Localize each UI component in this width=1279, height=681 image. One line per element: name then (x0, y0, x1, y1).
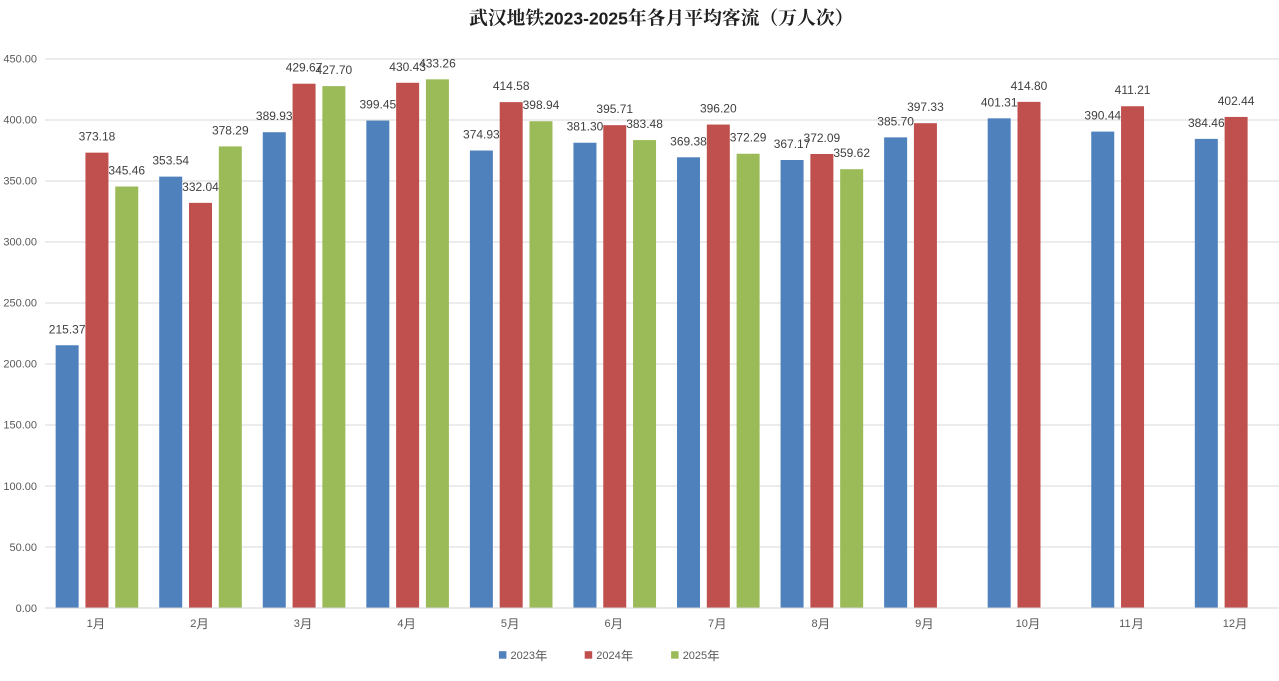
svg-text:390.44: 390.44 (1084, 109, 1121, 123)
svg-text:372.09: 372.09 (804, 131, 841, 145)
svg-text:300.00: 300.00 (3, 237, 37, 249)
svg-text:2: 2 (190, 618, 196, 630)
svg-text:427.70: 427.70 (316, 63, 353, 77)
svg-text:414.80: 414.80 (1011, 79, 1048, 93)
svg-text:350.00: 350.00 (3, 176, 37, 188)
svg-text:2023: 2023 (511, 650, 535, 662)
svg-text:4: 4 (397, 618, 403, 630)
svg-text:3: 3 (294, 618, 300, 630)
svg-text:50.00: 50.00 (9, 542, 37, 554)
svg-text:11: 11 (1119, 618, 1130, 630)
svg-text:384.46: 384.46 (1188, 116, 1225, 130)
svg-text:332.04: 332.04 (182, 180, 219, 194)
svg-text:12: 12 (1223, 618, 1235, 630)
svg-text:396.20: 396.20 (700, 102, 737, 116)
svg-text:429.67: 429.67 (286, 61, 323, 75)
svg-text:385.70: 385.70 (877, 114, 914, 128)
svg-text:359.62: 359.62 (833, 146, 870, 160)
svg-text:6: 6 (604, 618, 610, 630)
svg-text:7: 7 (708, 618, 714, 630)
svg-text:5: 5 (501, 618, 507, 630)
svg-text:200.00: 200.00 (3, 359, 37, 371)
svg-text:389.93: 389.93 (256, 109, 293, 123)
svg-text:401.31: 401.31 (981, 95, 1018, 109)
svg-text:0.00: 0.00 (16, 603, 37, 615)
svg-text:100.00: 100.00 (3, 481, 37, 493)
svg-text:400.00: 400.00 (3, 115, 37, 127)
svg-text:395.71: 395.71 (596, 102, 633, 116)
svg-text:398.94: 398.94 (523, 98, 560, 112)
svg-text:430.43: 430.43 (389, 60, 426, 74)
svg-text:399.45: 399.45 (359, 98, 396, 112)
svg-text:383.48: 383.48 (626, 117, 663, 131)
svg-text:381.30: 381.30 (567, 120, 604, 134)
svg-text:250.00: 250.00 (3, 298, 37, 310)
svg-text:215.37: 215.37 (49, 322, 86, 336)
svg-text:402.44: 402.44 (1218, 94, 1255, 108)
svg-text:353.54: 353.54 (152, 154, 189, 168)
svg-text:8: 8 (812, 618, 818, 630)
svg-text:150.00: 150.00 (3, 420, 37, 432)
svg-text:2025: 2025 (683, 650, 707, 662)
svg-text:373.18: 373.18 (79, 130, 116, 144)
svg-text:9: 9 (915, 618, 921, 630)
svg-text:2024: 2024 (596, 650, 620, 662)
svg-text:397.33: 397.33 (907, 100, 944, 114)
svg-text:1: 1 (87, 618, 93, 630)
svg-text:367.17: 367.17 (774, 137, 811, 151)
svg-text:2023-2025: 2023-2025 (544, 8, 628, 28)
svg-text:414.58: 414.58 (493, 79, 530, 93)
svg-text:345.46: 345.46 (108, 163, 145, 177)
svg-text:411.21: 411.21 (1115, 83, 1151, 97)
svg-text:374.93: 374.93 (463, 128, 500, 142)
svg-text:372.29: 372.29 (730, 131, 767, 145)
svg-text:450.00: 450.00 (3, 54, 37, 66)
svg-text:378.29: 378.29 (212, 123, 249, 137)
svg-text:10: 10 (1016, 618, 1028, 630)
svg-text:369.38: 369.38 (670, 134, 707, 148)
svg-text:433.26: 433.26 (419, 56, 456, 70)
